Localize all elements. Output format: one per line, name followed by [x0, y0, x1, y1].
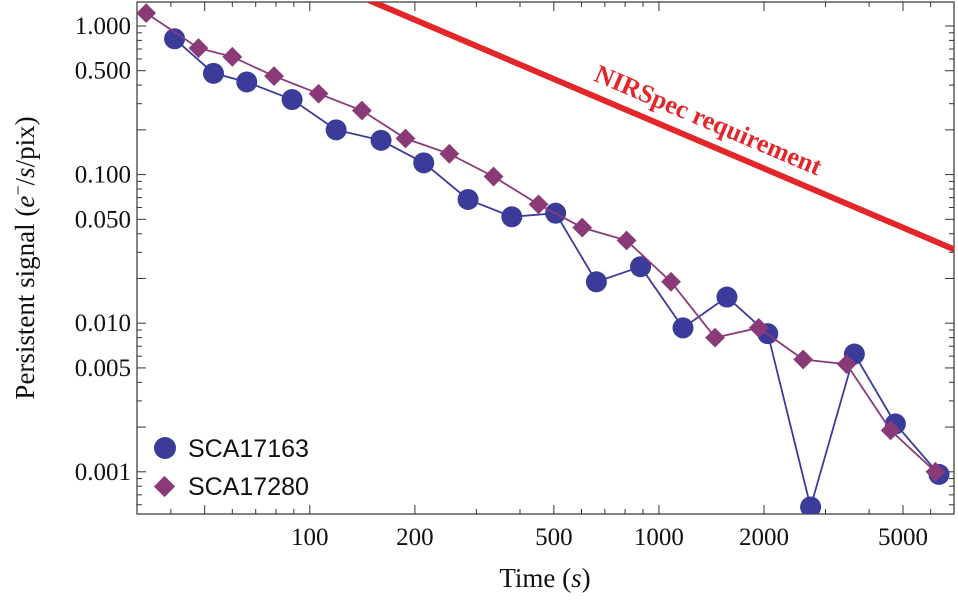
legend: SCA17163 SCA17280 [153, 435, 309, 501]
y-tick-label: 0.005 [75, 355, 131, 382]
data-point [925, 461, 946, 482]
legend-marker-diamond [153, 475, 176, 498]
data-point [661, 271, 681, 292]
legend-marker-circle [154, 437, 176, 459]
x-tick-label: 1000 [634, 524, 684, 551]
data-point [880, 420, 901, 441]
data-point [457, 188, 479, 210]
y-axis-title: Persistent signal (e−/s/pix) [8, 116, 40, 399]
x-tick-label: 100 [291, 524, 329, 551]
reference-line [365, 2, 954, 253]
data-point [281, 89, 303, 111]
data-point [705, 327, 725, 348]
data-point [164, 28, 186, 50]
data-point [351, 100, 372, 121]
data-point [395, 128, 416, 149]
data-point [222, 46, 243, 67]
data-point [836, 354, 857, 375]
x-tick-label: 5000 [878, 524, 928, 551]
y-tick-label: 0.100 [75, 162, 131, 189]
data-point [672, 317, 694, 339]
data-point [501, 206, 523, 228]
data-point [630, 256, 652, 278]
data-point [585, 271, 607, 293]
data-point [793, 349, 814, 370]
data-point [203, 62, 225, 84]
data-point [439, 143, 460, 164]
data-point [716, 286, 738, 308]
x-tick-label: 200 [396, 524, 434, 551]
y-tick-label: 0.001 [75, 459, 131, 486]
y-tick-label: 0.500 [75, 58, 131, 85]
x-tick-label: 500 [535, 524, 573, 551]
y-tick-label: 1.000 [75, 13, 131, 40]
x-axis-title: Time (s) [499, 563, 590, 593]
reference-line-label: NIRSpec requirement [590, 59, 826, 181]
data-point [325, 119, 347, 141]
y-tick-label: 0.050 [75, 206, 131, 233]
data-point [308, 83, 329, 104]
data-point [800, 496, 822, 514]
plot-frame [136, 1, 955, 515]
y-tick-labels: 1.000 0.500 0.100 0.050 0.010 0.005 0.001 [75, 13, 131, 486]
data-point [370, 129, 392, 151]
data-point [137, 3, 157, 24]
data-point [572, 217, 593, 238]
data-point [748, 317, 769, 338]
y-tick-label: 0.010 [75, 310, 131, 337]
series-line [145, 12, 937, 473]
series-2 [137, 3, 946, 482]
data-point [264, 66, 284, 86]
legend-label-series-2: SCA17280 [188, 473, 309, 501]
legend-label-series-1: SCA17163 [188, 435, 309, 463]
data-point [236, 71, 258, 93]
x-tick-label: 2000 [739, 524, 789, 551]
data-point [413, 152, 435, 174]
x-tick-labels: 100 200 500 1000 2000 5000 [291, 524, 928, 551]
series-layer [137, 3, 950, 514]
data-point [483, 166, 504, 187]
